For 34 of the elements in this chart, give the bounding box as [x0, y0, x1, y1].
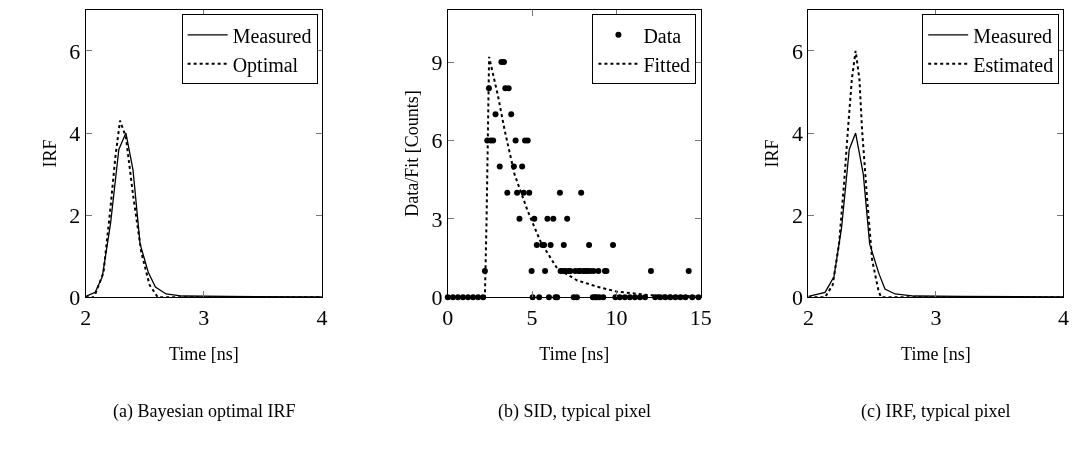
y-tick-label: 4 [69, 120, 81, 146]
y-axis-title: Data/Fit [Counts] [401, 90, 422, 217]
y-tick-label: 9 [431, 49, 443, 75]
y-tick-label: 6 [431, 128, 443, 154]
x-tick-label: 4 [316, 304, 328, 330]
x-tick-label: 3 [198, 304, 210, 330]
y-axis-title: IRF [762, 139, 783, 168]
legend-label: Measured [973, 24, 1053, 47]
y-tick-label: 0 [69, 284, 81, 310]
legend-label: Estimated [973, 53, 1054, 76]
x-axis-title: Time [ns] [901, 343, 971, 364]
y-tick-label: 0 [431, 284, 443, 310]
x-tick-label: 5 [526, 304, 538, 330]
y-tick-label: 2 [792, 202, 804, 228]
legend-label: Fitted [643, 53, 691, 76]
legend-label: Data [643, 24, 682, 47]
y-axis-title: IRF [39, 139, 60, 168]
text: (c) IRF, typical pixel [861, 401, 1011, 422]
x-tick-label: 15 [689, 304, 712, 330]
x-axis-title: Time [ns] [539, 343, 610, 364]
y-tick-label: 4 [792, 120, 804, 146]
y-tick-label: 0 [792, 284, 804, 310]
text: (a) Bayesian optimal IRF [113, 401, 296, 422]
y-tick-label: 6 [792, 38, 804, 64]
text: (b) SID, typical pixel [498, 401, 651, 422]
x-axis-title: Time [ns] [168, 343, 239, 364]
legend-label: Optimal [232, 53, 299, 77]
legend-label: Measured [232, 24, 312, 47]
x-tick-label: 10 [605, 304, 628, 330]
y-tick-label: 3 [431, 206, 443, 232]
x-tick-label: 3 [930, 304, 942, 330]
y-tick-label: 6 [69, 38, 81, 64]
y-tick-label: 2 [69, 202, 81, 228]
x-tick-label: 4 [1057, 304, 1069, 330]
